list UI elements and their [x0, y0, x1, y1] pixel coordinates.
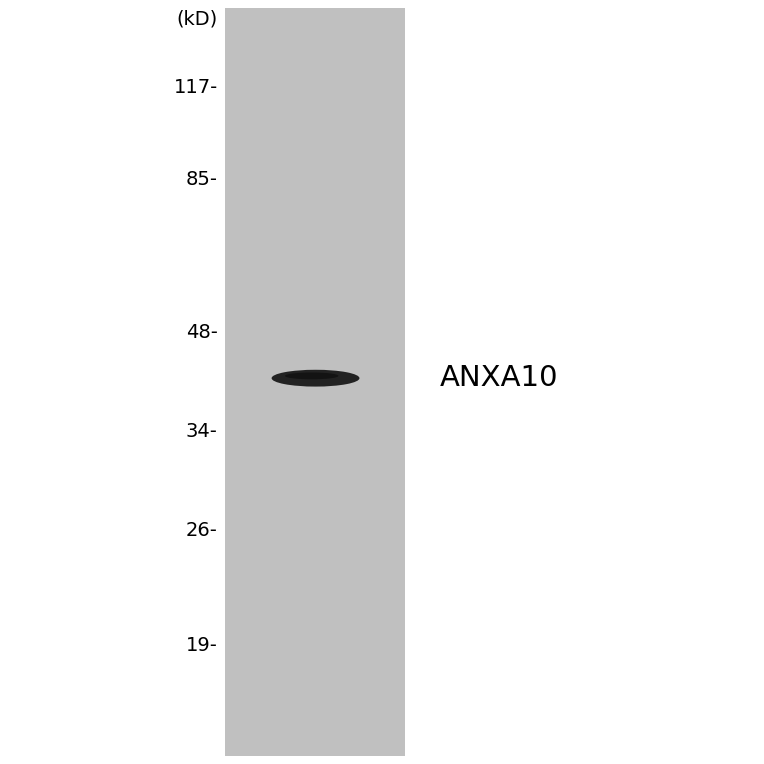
Text: 34-: 34- [186, 422, 218, 441]
Text: 117-: 117- [173, 79, 218, 97]
Text: 85-: 85- [186, 170, 218, 189]
Text: (kD): (kD) [176, 10, 218, 28]
Text: 48-: 48- [186, 323, 218, 342]
Text: 19-: 19- [186, 636, 218, 655]
Ellipse shape [271, 370, 360, 387]
Text: ANXA10: ANXA10 [439, 364, 558, 392]
Ellipse shape [285, 373, 338, 380]
Text: 26-: 26- [186, 522, 218, 540]
Bar [225, 8, 405, 756]
